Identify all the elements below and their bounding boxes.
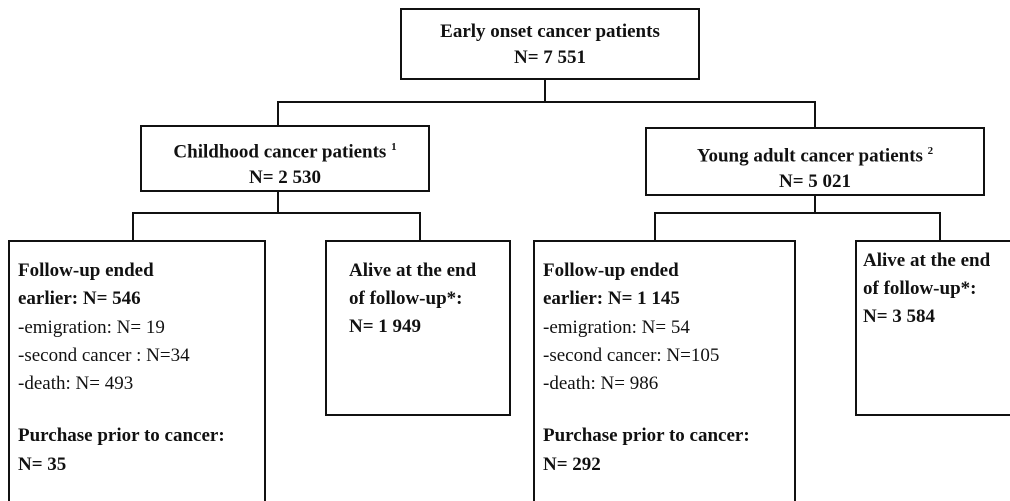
footnote-marker: 1 xyxy=(391,141,397,153)
young-title-line: Young adult cancer patients 2 xyxy=(647,138,983,169)
detail: -second cancer: N=105 xyxy=(543,345,720,366)
young-alive-box: Alive at the end of follow-up*: N= 3 584 xyxy=(855,240,1010,416)
young-ended-box: Follow-up ended earlier: N= 1 145 -emigr… xyxy=(533,240,796,501)
alive-text: Alive at the end xyxy=(863,250,991,271)
detail: -death: N= 493 xyxy=(18,373,134,394)
alive-text: of follow-up*: xyxy=(349,288,463,309)
heading: earlier: N= 1 145 xyxy=(543,288,680,309)
alive-text: of follow-up*: xyxy=(863,278,977,299)
childhood-title-line: Childhood cancer patients 1 xyxy=(142,134,428,165)
root-box: Early onset cancer patients N= 7 551 xyxy=(400,8,700,80)
young-count: N= 5 021 xyxy=(778,171,852,193)
root-count: N= 7 551 xyxy=(513,47,587,68)
heading: Follow-up ended xyxy=(18,260,154,281)
detail: -emigration: N= 19 xyxy=(18,317,165,338)
alive-count: N= 1 949 xyxy=(349,316,422,337)
purchase: Purchase prior to cancer: xyxy=(543,425,750,446)
root-title: Early onset cancer patients xyxy=(440,21,660,42)
young-title: Young adult cancer patients xyxy=(696,145,923,167)
heading: Follow-up ended xyxy=(543,260,679,281)
childhood-box: Childhood cancer patients 1 N= 2 530 xyxy=(140,125,430,192)
childhood-ended-box: Follow-up ended earlier: N= 546 -emigrat… xyxy=(8,240,266,501)
detail: -death: N= 986 xyxy=(543,373,659,394)
detail: -second cancer : N=34 xyxy=(18,345,190,366)
detail: -emigration: N= 54 xyxy=(543,317,690,338)
alive-text: Alive at the end xyxy=(349,260,477,281)
alive-count: N= 3 584 xyxy=(863,306,936,327)
childhood-title: Childhood cancer patients xyxy=(173,141,387,163)
childhood-alive-box: Alive at the end of follow-up*: N= 1 949 xyxy=(325,240,511,416)
purchase: N= 35 xyxy=(18,454,67,475)
purchase: N= 292 xyxy=(543,454,601,475)
heading: earlier: N= 546 xyxy=(18,288,141,309)
footnote-marker: 2 xyxy=(927,145,934,157)
young-adult-box: Young adult cancer patients 2 N= 5 021 xyxy=(645,127,985,196)
purchase: Purchase prior to cancer: xyxy=(18,425,225,446)
childhood-count: N= 2 530 xyxy=(248,167,322,189)
